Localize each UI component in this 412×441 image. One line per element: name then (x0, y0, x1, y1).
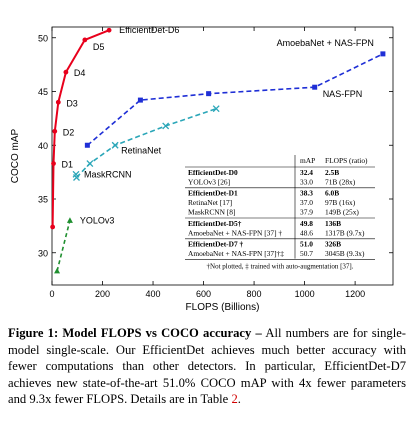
table-cell-flops: 149B (25x) (325, 208, 359, 217)
efficientdet-d6-point (55, 99, 61, 105)
yolov3-line (56, 220, 71, 272)
yolov3-point (66, 217, 73, 223)
retinanet-point (162, 122, 170, 130)
y-tick-label: 30 (38, 248, 48, 258)
x-tick-label: 600 (196, 289, 211, 299)
y-tick-label: 50 (38, 33, 48, 43)
point-label-d4: D4 (74, 68, 86, 78)
table-cell-flops: 136B (325, 219, 341, 228)
y-axis-label: COCO mAP (10, 128, 21, 183)
table-cell-map: 51.0 (300, 240, 313, 249)
caption-table-ref: 2 (231, 392, 238, 407)
table-cell-map: 37.9 (300, 208, 313, 217)
table-cell-map: 48.6 (300, 228, 313, 237)
table-cell-map: 50.7 (300, 249, 313, 258)
table-cell-name: EfficientDet-D0 (188, 168, 238, 177)
table-cell-map: 38.3 (300, 189, 313, 198)
retinanet-point (86, 160, 94, 167)
y-tick-label: 45 (38, 87, 48, 97)
y-tick-label: 35 (38, 195, 48, 205)
point-label-d3: D3 (66, 98, 78, 108)
x-tick-label: 200 (95, 289, 110, 299)
table-cell-flops: 97B (16x) (325, 198, 356, 207)
amoebanet-nas-fpn-point (206, 91, 212, 97)
axes-frame (51, 26, 394, 286)
table-cell-name: AmoebaNet + NAS-FPN [37]†‡ (188, 249, 284, 258)
table-cell-map: 32.4 (300, 168, 313, 177)
table-cell-name: YOLOv3 [26] (188, 177, 230, 186)
amoebanet-nas-fpn-point (137, 97, 143, 103)
caption-end: . (237, 392, 241, 407)
comparison-table: mAP FLOPS (ratio) EfficientDet-D0 32.4 2.5B Y… (185, 155, 375, 271)
series-label-amoebanet: AmoebaNet + NAS-FPN (277, 38, 374, 48)
maskrcnn-point (72, 170, 80, 178)
amoebanet-nas-fpn-line (86, 53, 384, 146)
table-cell-map: 49.8 (300, 219, 313, 228)
yolov3-point (54, 267, 61, 274)
series-label-maskrcnn: MaskRCNN (84, 169, 132, 179)
series-label-efficientdet: EfficientDet-D6 (119, 25, 179, 35)
point-label-d5: D5 (93, 42, 105, 52)
x-tick-label: 0 (49, 289, 54, 299)
plot-area: 0 200 400 600 800 1000 1200 30 35 40 45 50 FLOPS (Bi… (10, 25, 394, 313)
table-cell-name: AmoebaNet + NAS-FPN [37] † (188, 228, 282, 237)
caption-title: Model FLOPS vs COCO accuracy – (62, 326, 262, 340)
table-cell-name: MaskRCNN [8] (188, 208, 235, 217)
flops-vs-map-chart: 0 200 400 600 800 1000 1200 30 35 40 45 50 FLOPS (Bi… (10, 25, 394, 313)
efficientdet-d6-line (51, 29, 110, 228)
amoebanet-nas-fpn-point (84, 142, 90, 148)
caption-body: All numbers are for single-model single-… (8, 326, 406, 407)
efficientdet-d6-point (50, 224, 56, 230)
efficientdet-d6-point (63, 69, 69, 75)
y-tick-label: 40 (38, 141, 48, 151)
series-label-yolov3: YOLOv3 (80, 216, 115, 226)
retinanet-point (111, 141, 119, 149)
x-axis-label: FLOPS (Billions) (186, 302, 260, 313)
amoebanet-nas-fpn-point (380, 51, 386, 57)
table-cell-name: EfficientDet-D1 (188, 189, 238, 198)
table-cell-name: EfficientDet-D5† (188, 219, 242, 228)
retinanet-point (212, 105, 220, 113)
series-label-retinanet: RetinaNet (121, 145, 162, 155)
efficientdet-d6-point (106, 27, 112, 33)
table-cell-flops: 6.0B (325, 189, 339, 198)
table-header-map: mAP (300, 156, 315, 165)
x-tick-label: 1200 (345, 289, 365, 299)
table-cell-map: 33.0 (300, 177, 313, 186)
efficientdet-d6-point (82, 37, 88, 43)
table-cell-name: EfficientDet-D7 † (188, 240, 244, 249)
table-cell-flops: 326B (325, 240, 341, 249)
table-footnote: †Not plotted, ‡ trained with auto-augmen… (207, 263, 354, 271)
point-label-d1: D1 (62, 160, 74, 170)
point-label-d2: D2 (63, 127, 75, 137)
figure-caption: Figure 1: Model FLOPS vs COCO accuracy –… (8, 325, 406, 408)
x-tick-label: 1000 (295, 289, 315, 299)
table-cell-flops: 1317B (9.7x) (325, 228, 365, 237)
table-cell-flops: 3045B (9.3x) (325, 249, 365, 258)
series-label-nasfpn: NAS-FPN (323, 89, 363, 99)
x-tick-label: 400 (146, 289, 161, 299)
caption-label: Figure 1: (8, 326, 59, 340)
table-cell-map: 37.0 (300, 198, 313, 207)
table-cell-flops: 71B (28x) (325, 177, 356, 186)
amoebanet-nas-fpn-point (312, 84, 318, 90)
table-cell-name: RetinaNet [17] (188, 198, 232, 207)
efficientdet-d6-point (52, 128, 58, 134)
table-cell-flops: 2.5B (325, 168, 339, 177)
efficientdet-d6-point (51, 161, 56, 166)
table-header-flops: FLOPS (ratio) (325, 156, 368, 165)
x-tick-label: 800 (247, 289, 262, 299)
